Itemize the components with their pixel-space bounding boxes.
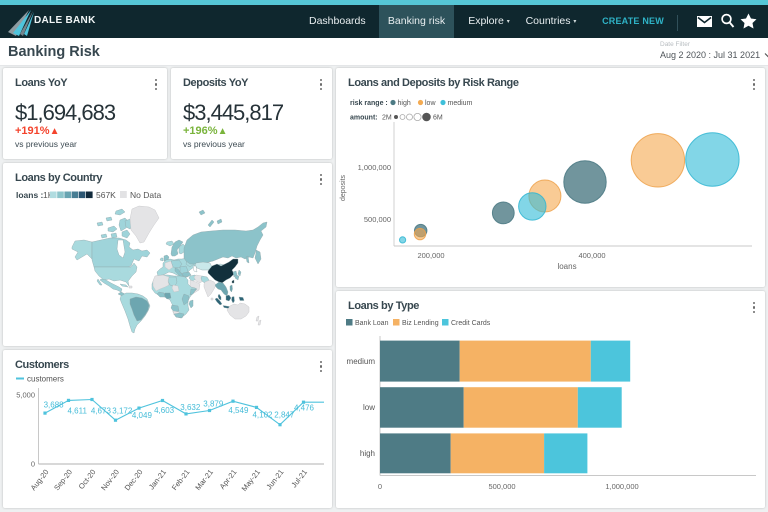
svg-text:4,102: 4,102 xyxy=(252,410,273,419)
svg-text:5,000: 5,000 xyxy=(16,391,35,400)
svg-text:4,603: 4,603 xyxy=(154,406,175,415)
svg-text:amount:: amount: xyxy=(350,115,378,122)
svg-text:0: 0 xyxy=(378,482,382,491)
svg-text:high: high xyxy=(360,449,375,458)
svg-text:Credit Cards: Credit Cards xyxy=(451,320,491,327)
svg-text:2,847: 2,847 xyxy=(274,410,295,419)
svg-text:500,000: 500,000 xyxy=(364,215,391,224)
svg-text:low: low xyxy=(363,403,375,412)
svg-text:1K: 1K xyxy=(43,190,54,200)
svg-text:4,476: 4,476 xyxy=(294,404,315,413)
svg-text:Oct-20: Oct-20 xyxy=(77,468,98,491)
svg-text:loans :: loans : xyxy=(16,190,44,200)
svg-text:3,172: 3,172 xyxy=(112,406,133,415)
svg-text:400,000: 400,000 xyxy=(578,251,605,260)
svg-text:Nov-20: Nov-20 xyxy=(99,468,121,493)
svg-text:low: low xyxy=(425,100,436,107)
svg-text:4,611: 4,611 xyxy=(67,406,87,415)
svg-text:1,000,000: 1,000,000 xyxy=(358,163,391,172)
svg-text:customers: customers xyxy=(27,375,64,384)
svg-text:6M: 6M xyxy=(433,115,443,122)
svg-text:3,632: 3,632 xyxy=(180,403,201,412)
svg-text:Dec-20: Dec-20 xyxy=(123,468,145,493)
svg-text:No Data: No Data xyxy=(130,190,161,200)
svg-text:medium: medium xyxy=(347,357,376,366)
svg-text:Biz Lending: Biz Lending xyxy=(402,320,439,327)
svg-text:2M: 2M xyxy=(382,115,392,122)
svg-text:Jan-21: Jan-21 xyxy=(147,468,168,492)
svg-text:high: high xyxy=(398,100,411,107)
svg-text:4,673: 4,673 xyxy=(91,406,112,415)
svg-text:loans: loans xyxy=(557,262,576,271)
svg-text:4,049: 4,049 xyxy=(132,411,153,420)
svg-text:Feb-21: Feb-21 xyxy=(170,468,192,492)
svg-text:medium: medium xyxy=(448,100,473,107)
svg-text:567K: 567K xyxy=(96,190,116,200)
svg-text:May-21: May-21 xyxy=(240,468,262,493)
svg-text:risk range :: risk range : xyxy=(350,100,388,107)
svg-text:Aug-20: Aug-20 xyxy=(29,468,51,493)
svg-text:Jul-21: Jul-21 xyxy=(289,468,309,490)
svg-text:200,000: 200,000 xyxy=(417,251,444,260)
svg-text:3,688: 3,688 xyxy=(44,400,65,409)
svg-text:1,000,000: 1,000,000 xyxy=(605,482,638,491)
svg-text:Sep-20: Sep-20 xyxy=(52,468,74,493)
svg-text:4,549: 4,549 xyxy=(228,406,249,415)
svg-text:Jun-21: Jun-21 xyxy=(264,468,285,492)
svg-text:Apr-21: Apr-21 xyxy=(218,468,239,491)
svg-text:Bank Loan: Bank Loan xyxy=(355,320,389,327)
svg-text:0: 0 xyxy=(31,460,35,469)
svg-text:Mar-21: Mar-21 xyxy=(193,468,215,492)
svg-text:500,000: 500,000 xyxy=(488,482,515,491)
svg-text:deposits: deposits xyxy=(340,174,347,201)
svg-text:3,879: 3,879 xyxy=(203,400,224,409)
